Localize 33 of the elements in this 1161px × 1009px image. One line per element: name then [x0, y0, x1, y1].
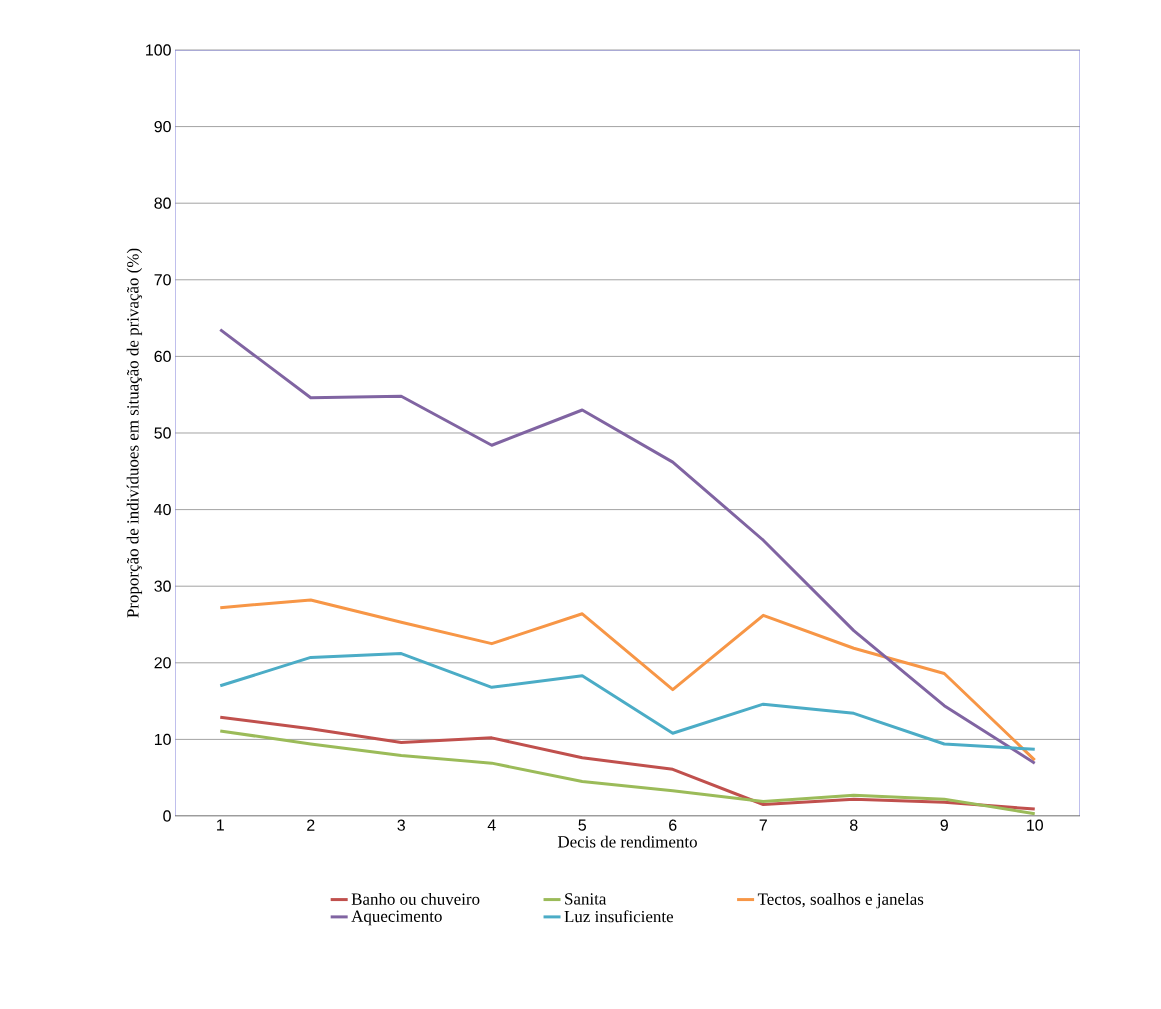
- y-tick-label: 80: [154, 197, 171, 209]
- x-tick-label: 8: [850, 819, 858, 831]
- y-tick-label: 60: [154, 350, 171, 363]
- x-tick-label: 7: [759, 819, 767, 831]
- x-tick-label: 9: [940, 819, 948, 831]
- line-series: [218, 652, 1037, 751]
- y-tick-label: 70: [154, 274, 171, 286]
- line-series: [218, 328, 1037, 765]
- legend-label: Luz insuficiente: [564, 910, 674, 923]
- y-tick-label: 30: [154, 580, 171, 592]
- x-tick-label: 6: [669, 819, 677, 831]
- x-tick-label: 2: [307, 819, 315, 831]
- x-tick-label: 1: [217, 819, 224, 831]
- legend-label: Tectos, soalhos e janelas: [757, 892, 924, 909]
- legend-label: Banho ou chuveiro: [351, 892, 480, 905]
- x-tick-label: 10: [1027, 819, 1043, 831]
- y-tick-label: 50: [154, 427, 171, 439]
- y-tick-label: 10: [154, 733, 171, 746]
- x-axis-title: Decis de rendimento: [557, 835, 697, 848]
- legend-label: Aquecimento: [351, 910, 442, 926]
- line-series: [218, 729, 1037, 816]
- x-tick-label: 5: [578, 819, 587, 831]
- x-tick-label: 3: [397, 819, 405, 831]
- line-series: [218, 715, 1037, 811]
- y-tick-label: 40: [154, 503, 171, 516]
- y-tick-label: 90: [154, 120, 171, 133]
- y-tick-label: 0: [163, 810, 171, 822]
- y-axis-title: Proporção de indivíduoes em situação de privação (%): [126, 248, 143, 618]
- y-tick-label: 100: [146, 44, 171, 56]
- x-tick-label: 4: [487, 819, 496, 831]
- line-series: [218, 598, 1037, 762]
- legend-label: Sanita: [565, 893, 607, 905]
- y-tick-label: 20: [154, 657, 171, 669]
